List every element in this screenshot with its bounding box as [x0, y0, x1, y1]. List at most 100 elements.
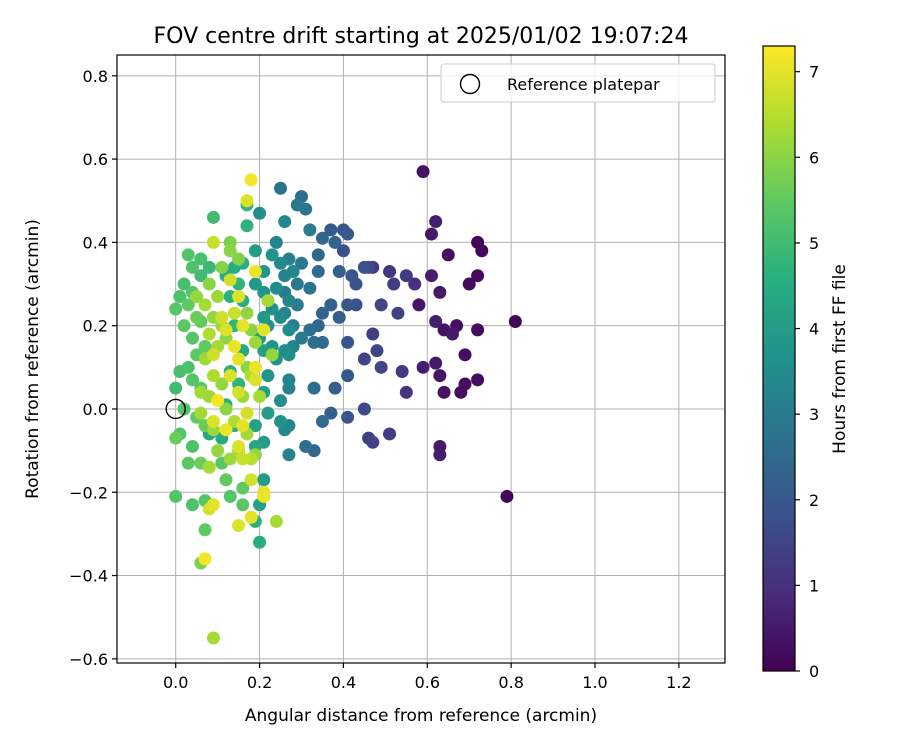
colorbar-tick-label: 1: [809, 576, 819, 595]
data-point: [194, 406, 208, 420]
data-point: [232, 252, 246, 266]
data-point: [315, 414, 329, 428]
data-point: [232, 439, 246, 453]
x-tick-label: 0.6: [415, 673, 440, 692]
data-point: [181, 298, 195, 312]
data-point: [194, 269, 208, 283]
data-point: [223, 452, 237, 466]
data-point: [307, 381, 321, 395]
data-point: [341, 298, 355, 312]
data-point: [303, 323, 317, 337]
data-point: [341, 369, 355, 383]
data-point: [437, 385, 451, 399]
data-point: [290, 198, 304, 212]
data-point: [336, 223, 350, 237]
colorbar-ticks: 0 1 2 3 4 5 6 7: [795, 63, 819, 681]
data-point: [324, 223, 338, 237]
data-point: [253, 535, 267, 549]
data-point: [236, 481, 250, 495]
data-point: [232, 352, 246, 366]
data-point: [219, 423, 233, 437]
data-point: [412, 298, 426, 312]
legend-box: [440, 63, 716, 103]
data-point: [445, 327, 459, 341]
data-point: [248, 265, 262, 279]
data-point: [177, 319, 191, 333]
data-point: [332, 265, 346, 279]
reference-platepar-marker: [165, 398, 186, 420]
x-tick-label: 0.8: [498, 673, 523, 692]
x-tick-label: 1.2: [666, 673, 691, 692]
data-point: [206, 498, 220, 512]
y-tick-label: −0.6: [69, 650, 108, 669]
data-point: [194, 385, 208, 399]
data-point: [169, 381, 183, 395]
data-point: [433, 285, 447, 299]
data-point: [429, 315, 443, 329]
data-point: [198, 298, 212, 312]
data-point: [261, 369, 275, 383]
colorbar-tick-label: 0: [809, 662, 819, 681]
data-point: [324, 298, 338, 312]
data-point: [181, 360, 195, 374]
data-point: [395, 364, 409, 378]
data-point: [332, 310, 346, 324]
data-point: [311, 265, 325, 279]
data-point: [307, 335, 321, 349]
data-point: [244, 473, 258, 487]
data-point: [265, 248, 279, 262]
data-point: [223, 244, 237, 258]
data-point: [232, 290, 246, 304]
data-point: [236, 419, 250, 433]
data-point: [248, 360, 262, 374]
y-tick-label: 0.6: [83, 150, 108, 169]
data-point: [177, 277, 191, 291]
data-point: [248, 373, 262, 387]
data-point: [424, 227, 438, 241]
y-tick-label: 0.0: [83, 400, 108, 419]
data-point: [424, 269, 438, 283]
data-point: [227, 340, 241, 354]
x-tick-label: 0.0: [163, 673, 188, 692]
y-tick-label: −0.4: [69, 567, 108, 586]
data-point: [181, 248, 195, 262]
legend: Reference platepar: [440, 63, 716, 103]
data-point: [206, 631, 220, 645]
data-point: [211, 394, 225, 408]
data-point: [185, 260, 199, 274]
x-axis-label: Angular distance from reference (arcmin): [245, 706, 597, 726]
data-point: [206, 348, 220, 362]
data-point: [185, 498, 199, 512]
data-point: [173, 290, 187, 304]
data-point: [206, 235, 220, 249]
data-point: [215, 260, 229, 274]
data-point: [303, 281, 317, 295]
data-point: [211, 290, 225, 304]
data-point: [357, 402, 371, 416]
data-point: [185, 439, 199, 453]
data-point: [223, 489, 237, 503]
colorbar-label: Hours from first FF file: [830, 264, 850, 454]
data-point: [383, 427, 397, 441]
data-point: [257, 473, 271, 487]
data-point: [198, 552, 212, 566]
data-point: [232, 385, 246, 399]
data-point: [366, 435, 380, 449]
data-point: [282, 373, 296, 387]
data-point: [265, 348, 279, 362]
data-point: [236, 452, 250, 466]
data-point: [416, 360, 430, 374]
data-point: [261, 406, 275, 420]
colorbar-tick-label: 2: [809, 491, 819, 510]
colorbar-tick-label: 7: [809, 63, 819, 82]
data-point: [219, 473, 233, 487]
x-tick-label: 0.2: [247, 673, 272, 692]
colorbar-tick-label: 3: [809, 405, 819, 424]
data-point: [429, 215, 443, 229]
data-point: [206, 210, 220, 224]
y-tick-label: 0.8: [83, 67, 108, 86]
data-points: [169, 165, 522, 645]
data-point: [349, 277, 363, 291]
data-point: [315, 306, 329, 320]
data-point: [508, 315, 522, 329]
